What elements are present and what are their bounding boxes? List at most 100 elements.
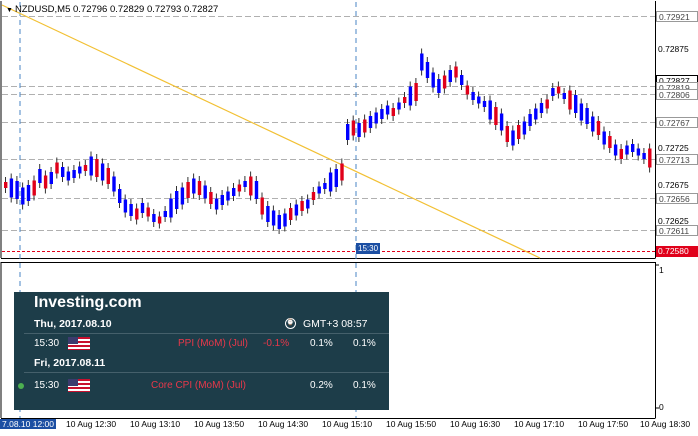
candle-body	[414, 83, 418, 101]
candle-body	[311, 192, 316, 200]
event-actual: -0.1%	[263, 338, 290, 349]
candle-body	[306, 199, 310, 209]
candle-body	[21, 187, 25, 205]
candle-body	[363, 119, 367, 133]
candle-body	[226, 191, 230, 201]
candle-body	[61, 167, 65, 177]
candle-body	[403, 97, 407, 103]
time-label: 10 Aug 18:30	[640, 419, 691, 429]
collapse-arrow-icon: ▼	[6, 7, 13, 14]
candle-body	[511, 130, 515, 146]
candle-body	[140, 203, 145, 213]
candle-body	[437, 79, 441, 93]
candle-body	[55, 162, 59, 174]
candle-body	[43, 175, 48, 189]
subwindow-scale-bottom: 0	[659, 402, 664, 412]
candle-body	[408, 86, 413, 106]
candle-body	[118, 189, 122, 203]
candle-body	[642, 153, 646, 159]
event-name: Core CPI (MoM) (Jul)	[151, 380, 247, 391]
candle-body	[49, 172, 53, 184]
candle-body	[488, 100, 492, 120]
candle-body	[83, 165, 88, 171]
candle-body	[243, 181, 247, 187]
candle-body	[574, 95, 578, 113]
calendar-event-row[interactable]: 15:30 Core CPI (MoM) (Jul) 0.2% 0.1%	[14, 378, 389, 394]
candle-body	[539, 103, 544, 113]
candle-body	[203, 185, 207, 199]
ohlc-values: 0.72796 0.72829 0.72793 0.72827	[73, 4, 219, 15]
economic-calendar-panel: Investing.com Thu, 2017.08.10 ⌚ GMT+3 08…	[14, 292, 389, 410]
candle-body	[357, 123, 361, 137]
candle-body	[619, 149, 623, 159]
candle-body	[237, 184, 242, 192]
candle-body	[556, 86, 561, 94]
candle-body	[562, 93, 566, 99]
trendline[interactable]	[1, 4, 541, 259]
price-label: 0.72611	[656, 225, 698, 236]
price-label: 0.72580	[656, 246, 698, 257]
candle-body	[123, 199, 128, 213]
investing-logo: Investing.com	[34, 294, 142, 311]
candle-body	[175, 191, 179, 209]
price-label: 0.72725	[658, 143, 689, 153]
candle-body	[328, 172, 333, 192]
candle-body	[89, 156, 93, 176]
candle-body	[499, 113, 504, 131]
candle-body	[477, 96, 481, 104]
candle-body	[380, 109, 384, 119]
time-label: 10 Aug 17:10	[514, 419, 565, 429]
candle-body	[26, 185, 31, 201]
candle-body	[197, 181, 202, 195]
candle-body	[72, 170, 76, 178]
candle-body	[471, 92, 475, 100]
candle-body	[442, 75, 447, 89]
candle-body	[534, 108, 538, 120]
price-label: 0.72806	[656, 89, 698, 100]
candle-body	[545, 99, 549, 109]
candle-body	[135, 208, 139, 220]
candle-body	[425, 62, 430, 78]
candle-body	[323, 183, 327, 189]
price-label: 0.72767	[656, 117, 698, 128]
candle-body	[340, 163, 344, 181]
time-label: 10 Aug 14:30	[258, 419, 309, 429]
candle-body	[283, 213, 287, 227]
time-marker-label: 15:30	[356, 243, 381, 254]
candle-body	[317, 186, 321, 194]
candle-body	[192, 178, 196, 194]
candle-body	[334, 169, 338, 187]
time-label: 10 Aug 15:10	[322, 419, 373, 429]
price-label: 0.72625	[658, 216, 689, 226]
candle-body	[528, 114, 532, 126]
candle-body	[454, 66, 458, 78]
candle-body	[636, 148, 641, 156]
candle-body	[494, 107, 498, 125]
candle-body	[95, 159, 99, 177]
candle-body	[591, 116, 595, 132]
candle-body	[482, 101, 487, 107]
candle-body	[585, 108, 589, 124]
price-label: 0.72713	[656, 154, 698, 165]
price-label: 0.72675	[658, 180, 689, 190]
timezone-clock: GMT+3 08:57	[303, 318, 368, 330]
day-header: Thu, 2017.08.10	[34, 318, 112, 330]
candle-body	[129, 204, 133, 216]
candle-body	[351, 120, 356, 136]
candle-body	[277, 215, 281, 229]
chart-title: ▼ NZDUSD,M5 0.72796 0.72829 0.72793 0.728…	[6, 4, 218, 15]
price-label: 0.72656	[656, 193, 698, 204]
subwindow-scale-top: 1	[659, 265, 664, 275]
candle-body	[602, 131, 606, 145]
candle-body	[112, 176, 116, 192]
candle-body	[368, 116, 373, 128]
candle-body	[648, 148, 652, 168]
event-forecast: 0.1%	[310, 338, 333, 349]
candle-body	[4, 182, 8, 188]
candle-body	[346, 124, 350, 140]
candle-body	[9, 178, 14, 198]
time-label: 10 Aug 16:30	[450, 419, 501, 429]
candle-body	[608, 136, 612, 148]
candle-body	[209, 192, 213, 204]
calendar-event-row[interactable]: 15:30 PPI (MoM) (Jul) -0.1% 0.1% 0.1%	[14, 336, 389, 352]
